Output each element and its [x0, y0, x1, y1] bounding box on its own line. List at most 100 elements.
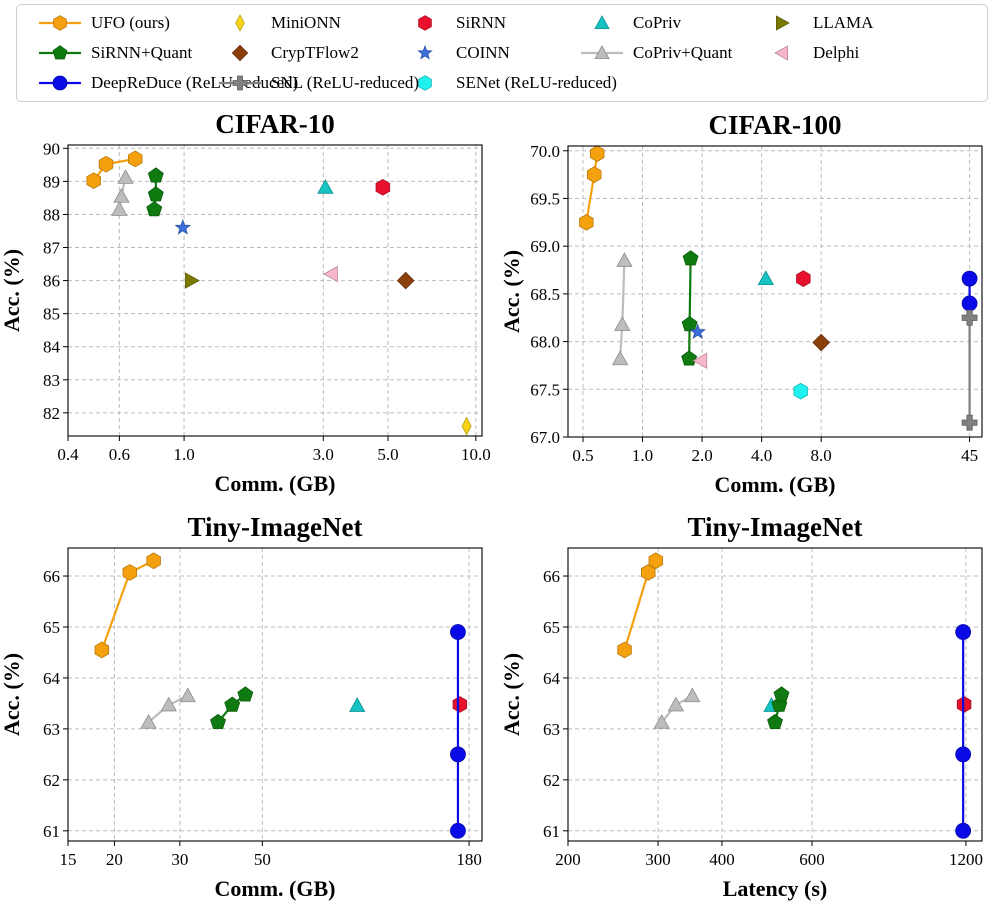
y-tick-label: 68.0 — [530, 333, 560, 352]
data-point-cryptflow2 — [812, 333, 831, 352]
data-point-ufo-ours — [146, 552, 161, 570]
legend-label: Delphi — [813, 43, 860, 62]
legend-marker-llama — [775, 15, 790, 31]
data-point-copriv-quant — [179, 687, 196, 703]
legend-marker-ufo-ours — [39, 15, 81, 31]
x-tick-label: 8.0 — [811, 446, 832, 465]
y-tick-label: 64 — [543, 669, 561, 688]
data-point-ufo-ours — [648, 552, 664, 570]
x-tick-label: 4.0 — [751, 446, 772, 465]
legend-item-copriv-quant: CoPriv+Quant — [579, 40, 732, 66]
series-deepreduce-relu-reduced — [450, 624, 466, 839]
series-sirnn-quant — [767, 686, 790, 730]
data-point-copriv-quant — [140, 713, 157, 729]
legend-label: SENet (ReLU-reduced) — [456, 73, 617, 92]
y-tick-label: 70.0 — [530, 142, 560, 161]
data-point-sirnn — [452, 696, 468, 713]
series-snl-relu-reduced — [961, 309, 978, 431]
y-tick-label: 62 — [43, 771, 60, 790]
legend-marker-sirnn — [418, 15, 432, 31]
series-minionn — [461, 416, 472, 436]
data-point-deepreduce-relu-reduced — [955, 746, 972, 763]
x-tick-label: 2.0 — [691, 446, 712, 465]
series-sirnn — [375, 178, 391, 196]
y-tick-label: 66 — [543, 567, 560, 586]
data-point-minionn — [461, 416, 472, 436]
legend-item-sirnn: SiRNN — [402, 10, 506, 36]
chart-4: 61 62 63 64 65 66 200 300 400 600 1200 Tiny-ImageNe… — [499, 512, 983, 901]
legend-item-sirnn-quant: SiRNN+Quant — [37, 40, 192, 66]
series-coinn — [689, 323, 706, 340]
x-tick-label: 180 — [456, 850, 482, 869]
plot-frame — [67, 547, 483, 842]
x-axis-label: Comm. (GB) — [215, 876, 336, 901]
series-ufo-ours — [617, 552, 664, 659]
chart-3: 61 62 63 64 65 66 15 20 30 50 180 Tiny-ImageNet Comm… — [0, 512, 483, 901]
data-point-coinn — [174, 219, 192, 235]
plot-frame — [567, 145, 983, 438]
legend-item-cryptflow2: CrypTFlow2 — [217, 40, 359, 66]
series-ufo-ours — [579, 145, 605, 231]
legend-symbol — [235, 14, 245, 32]
data-point-copriv-quant — [160, 696, 177, 712]
legend-item-llama: LLAMA — [759, 10, 873, 36]
data-point-ufo-ours — [617, 641, 632, 659]
y-axis-label: Acc. (%) — [499, 653, 524, 736]
x-tick-label: 200 — [555, 850, 581, 869]
legend-item-copriv: CoPriv — [579, 10, 681, 36]
series-cryptflow2 — [396, 271, 415, 290]
legend-item-senet-relu-reduced: SENet (ReLU-reduced) — [402, 70, 617, 96]
legend-symbol — [52, 75, 68, 91]
legend-label: CrypTFlow2 — [271, 43, 359, 62]
x-tick-label: 1.0 — [632, 446, 653, 465]
data-point-copriv-quant — [667, 696, 685, 712]
series-copriv-quant — [140, 687, 196, 729]
data-point-ufo-ours — [579, 213, 594, 231]
legend-label: COINN — [456, 43, 510, 62]
data-point-sirnn — [796, 270, 811, 287]
legend-item-deepreduce-relu-reduced: DeepReDuce (ReLU-reduced) — [37, 70, 298, 96]
series-deepreduce-relu-reduced — [961, 270, 978, 312]
x-tick-label: 400 — [709, 850, 735, 869]
data-point-copriv-quant — [614, 316, 631, 331]
legend-symbol — [775, 15, 790, 31]
legend-label: LLAMA — [813, 13, 874, 32]
chart-1: 82 83 84 85 86 87 88 89 90 0.4 0.6 1.0 3.0 5.0 10.0 CIF… — [0, 109, 491, 496]
data-point-ufo-ours — [98, 155, 114, 173]
series-line — [688, 258, 692, 359]
data-point-deepreduce-relu-reduced — [955, 624, 972, 640]
y-tick-label: 61 — [43, 822, 60, 841]
y-tick-label: 67.0 — [530, 428, 560, 447]
legend-symbol — [52, 45, 68, 60]
data-point-copriv-quant — [611, 350, 629, 366]
y-axis-label: Acc. (%) — [0, 249, 24, 332]
legend-marker-delphi — [774, 45, 789, 61]
data-point-ufo-ours — [94, 641, 110, 659]
data-point-delphi — [692, 352, 708, 369]
x-tick-label: 300 — [645, 850, 671, 869]
legend-marker-coinn — [417, 44, 433, 60]
x-tick-label: 1.0 — [173, 445, 194, 464]
data-point-deepreduce-relu-reduced — [961, 270, 978, 287]
legend-marker-sirnn-quant — [39, 45, 81, 60]
legend-symbol — [417, 44, 433, 60]
series-cryptflow2 — [812, 333, 831, 352]
y-tick-label: 61 — [543, 822, 560, 841]
data-point-copriv-quant — [113, 187, 130, 203]
legend-marker-snl-relu-reduced — [219, 75, 261, 91]
data-point-ufo-ours — [587, 166, 602, 183]
legend-item-minionn: MiniONN — [217, 10, 341, 36]
y-tick-label: 63 — [43, 720, 60, 739]
data-point-coinn — [689, 323, 706, 340]
legend-label: SNL (ReLU-reduced) — [271, 73, 420, 92]
data-point-copriv — [317, 179, 334, 194]
legend-symbol — [418, 15, 432, 31]
x-axis-label: Comm. (GB) — [215, 471, 336, 496]
y-axis-label: Acc. (%) — [0, 653, 24, 736]
data-point-sirnn-quant — [682, 250, 699, 266]
chart-2: 67.0 67.5 68.0 68.5 69.0 69.5 70.0 0.5 1.0 2.0 4.0… — [499, 110, 983, 497]
data-point-copriv-quant — [111, 201, 128, 216]
y-tick-label: 63 — [543, 720, 560, 739]
y-tick-label: 83 — [43, 371, 60, 390]
data-point-copriv-quant — [117, 169, 134, 184]
